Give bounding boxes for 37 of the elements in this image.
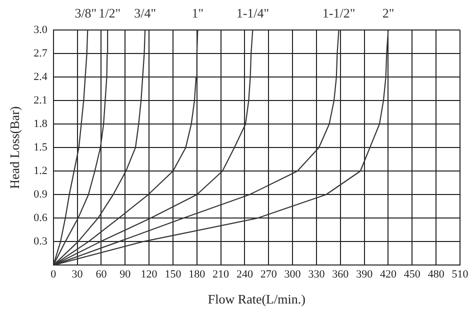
x-tick-label: 30 xyxy=(72,268,84,281)
y-tick-label: 2.1 xyxy=(34,94,48,106)
x-tick-label: 360 xyxy=(332,268,350,281)
series-label: 2" xyxy=(382,5,394,20)
series-label: 1" xyxy=(192,5,204,20)
y-tick-label: 0.6 xyxy=(34,212,48,224)
x-tick-label: 90 xyxy=(120,268,132,281)
x-tick-label: 480 xyxy=(428,268,445,281)
x-tick-label: 180 xyxy=(188,268,206,281)
series-label: 3/8" xyxy=(74,5,97,20)
x-tick-label: 150 xyxy=(164,268,182,281)
x-tick-label: 240 xyxy=(236,268,254,281)
series-label: 1/2" xyxy=(98,5,121,20)
y-tick-label: 1.5 xyxy=(34,141,48,154)
series-label: 1-1/2" xyxy=(322,5,356,20)
x-axis-title: Flow Rate(L/min.) xyxy=(208,292,306,307)
y-axis-title: Head Loss(Bar) xyxy=(7,106,22,189)
y-tick-label: 0.9 xyxy=(34,188,48,201)
x-tick-label: 420 xyxy=(380,268,397,281)
x-tick-label: 0 xyxy=(50,268,57,281)
x-tick-label: 300 xyxy=(284,268,302,281)
x-tick-label: 210 xyxy=(212,268,230,281)
x-tick-label: 60 xyxy=(96,268,108,281)
x-tick-label: 120 xyxy=(140,268,158,281)
series-label: 1-1/4" xyxy=(236,5,270,20)
x-tick-label: 270 xyxy=(260,268,278,281)
x-tick-label: 510 xyxy=(452,268,469,281)
y-tick-label: 1.2 xyxy=(34,165,48,178)
y-tick-label: 1.8 xyxy=(34,118,48,130)
x-tick-label: 330 xyxy=(308,268,326,281)
y-tick-label: 2.4 xyxy=(34,70,48,83)
series-label: 3/4" xyxy=(134,5,156,20)
x-tick-label: 450 xyxy=(404,268,421,281)
x-tick-label: 390 xyxy=(356,268,374,281)
y-tick-label: 3.0 xyxy=(34,24,48,36)
y-tick-label: 0.3 xyxy=(34,236,48,248)
y-tick-label: 2.7 xyxy=(34,47,48,60)
